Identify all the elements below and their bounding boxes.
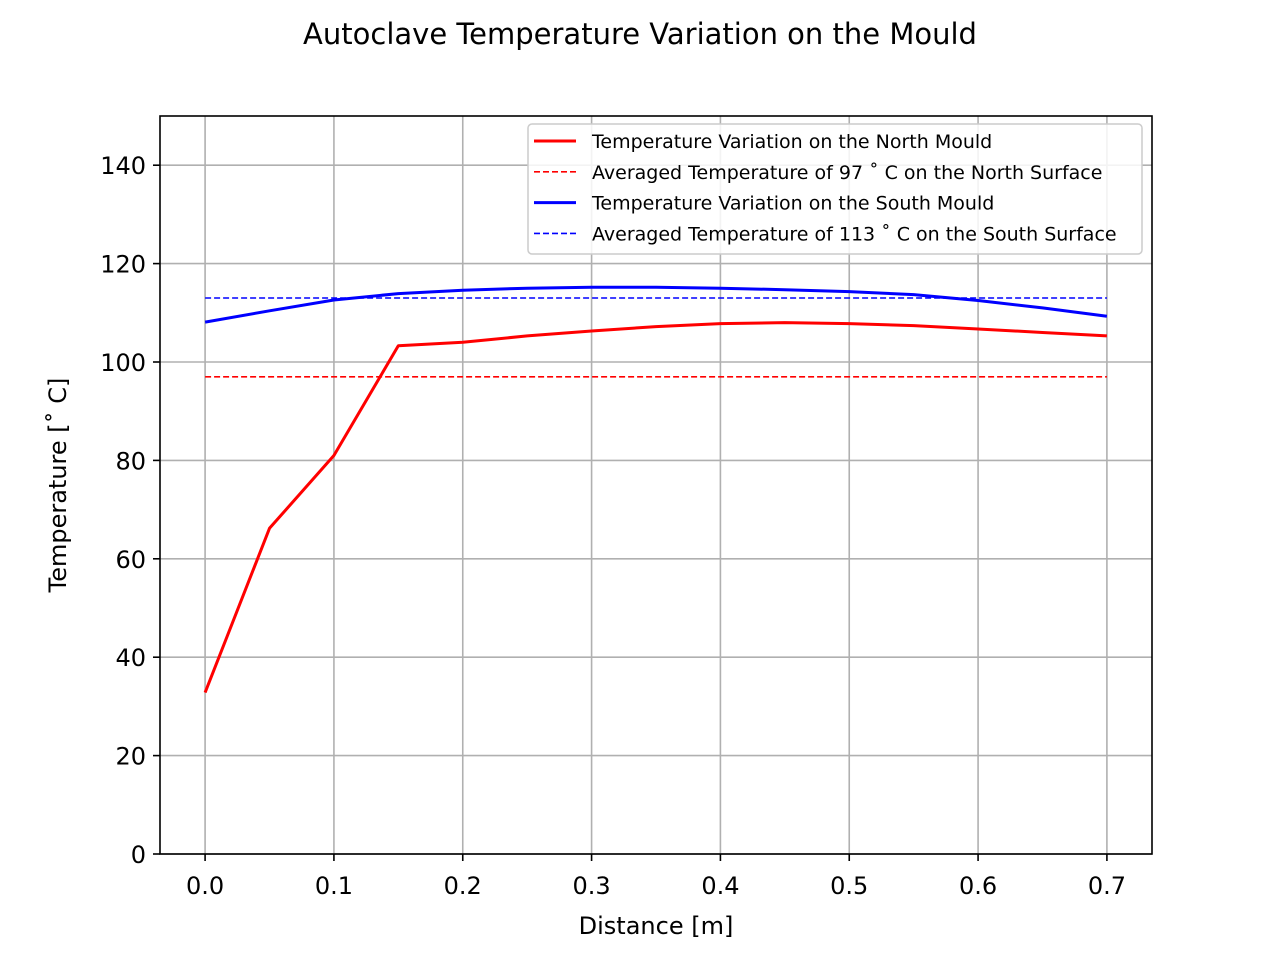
x-tick-label: 0.7: [1088, 872, 1126, 900]
x-tick-label: 0.1: [315, 872, 353, 900]
legend-label: Averaged Temperature of 97 ˚ C on the No…: [592, 162, 1102, 184]
y-axis-label: Temperature [˚ C]: [44, 378, 72, 594]
plot-frame: [159, 115, 1153, 855]
x-tick-label: 0.5: [830, 872, 868, 900]
temperature-line-2: [204, 285, 1108, 324]
y-tick-label: 140: [100, 152, 146, 180]
plot-series: [203, 285, 1108, 694]
y-tick-label: 60: [115, 546, 146, 574]
chart-title: Autoclave Temperature Variation on the M…: [303, 17, 977, 51]
y-tick-label: 120: [100, 251, 146, 279]
legend-box: [527, 123, 1143, 255]
x-tick-label: 0.0: [186, 872, 224, 900]
legend: Temperature Variation on the North Mould…: [527, 123, 1143, 255]
y-tick-label: 40: [115, 644, 146, 672]
y-tick-label: 100: [100, 349, 146, 377]
legend-label: Temperature Variation on the North Mould: [591, 131, 992, 153]
temperature-line-0: [203, 321, 1107, 694]
x-tick-label: 0.3: [572, 872, 610, 900]
y-tick-label: 80: [115, 447, 146, 475]
x-tick-label: 0.4: [701, 872, 739, 900]
axis-ticks: 0.0 0.1 0.2 0.3 0.4 0.5 0.6 0.7 0 20 40 60 80 100 120 1…: [100, 152, 1126, 900]
legend-label: Temperature Variation on the South Mould: [591, 193, 994, 215]
legend-label: Averaged Temperature of 113 ˚ C on the S…: [592, 223, 1117, 245]
y-tick-label: 0: [131, 841, 146, 869]
y-tick-label: 20: [115, 743, 146, 771]
x-axis-label: Distance [m]: [579, 912, 734, 940]
x-tick-label: 0.6: [959, 872, 997, 900]
x-tick-label: 0.2: [444, 872, 482, 900]
